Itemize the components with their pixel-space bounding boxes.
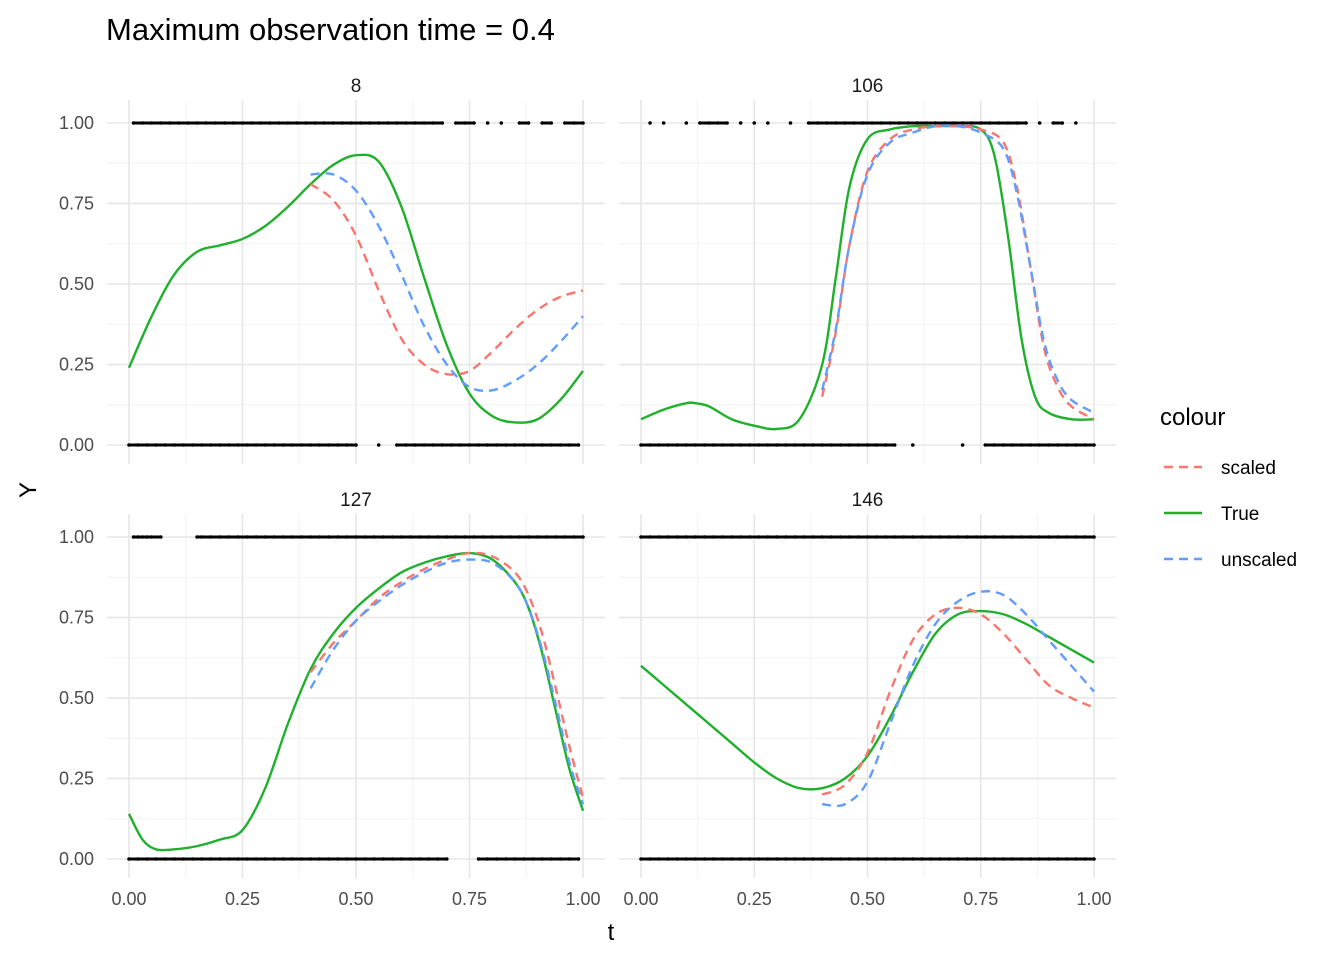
x-axis-title: t	[608, 919, 615, 946]
x-tick-label: 0.50	[850, 889, 885, 909]
facet-panel-146: 146 0.00 0.25 0.50 0.75 1.00	[619, 490, 1116, 909]
series-line-scaled	[821, 606, 1095, 796]
series-line-true	[127, 551, 585, 852]
y-tick-label: 0.00	[59, 435, 94, 455]
x-tick-label: 1.00	[1076, 889, 1111, 909]
x-tick-label: 1.00	[565, 889, 600, 909]
y-tick-label: 0.25	[59, 355, 94, 375]
observation-point-y1	[661, 121, 666, 125]
observation-point-y1	[648, 121, 652, 125]
observation-point-y1	[752, 121, 757, 125]
observation-point-y1	[1024, 121, 1028, 125]
y-tick-label: 0.50	[59, 688, 94, 708]
observation-point-y0	[576, 443, 581, 447]
observation-point-y1	[526, 121, 531, 125]
legend-title: colour	[1160, 404, 1225, 431]
facet-panel-8: 8 0.00 0.25 0.50 0.75 1.00	[59, 76, 605, 464]
series-line-unscaled	[821, 124, 1095, 414]
x-tick-label: 0.25	[225, 889, 260, 909]
y-tick-label: 1.00	[59, 113, 94, 133]
observation-point-y1	[440, 121, 445, 125]
observation-point-y0	[911, 443, 915, 447]
series-line-scaled	[309, 183, 584, 376]
observation-point-y1	[1092, 535, 1096, 539]
facet-label: 106	[852, 76, 884, 97]
y-tick-label: 0.00	[59, 849, 94, 869]
x-tick-label: 0.50	[338, 889, 373, 909]
series-line-true	[640, 124, 1095, 431]
observation-point-y1	[158, 535, 163, 539]
observation-point-y0	[960, 443, 965, 447]
y-tick-label: 0.50	[59, 274, 94, 294]
x-tick-label: 0.00	[111, 889, 146, 909]
observation-point-y1	[1060, 121, 1065, 125]
series-line-unscaled	[822, 590, 1095, 808]
observation-point-y1	[485, 121, 490, 125]
observation-point-y1	[738, 121, 743, 125]
facet-panel-127: 127 0.00 0.25 0.50 0.75 1.00 0.00 0.25 0.50 0.75 1…	[59, 490, 605, 909]
legend-label-true: True	[1221, 504, 1259, 525]
y-tick-label: 0.25	[59, 769, 94, 789]
observation-point-y1	[581, 121, 585, 125]
series-line-true	[127, 153, 584, 424]
y-tick-label: 0.75	[59, 608, 94, 628]
x-tick-label: 0.75	[963, 889, 998, 909]
series-line-scaled	[821, 124, 1095, 421]
observation-point-y1	[1037, 121, 1042, 125]
facet-label: 127	[340, 490, 372, 511]
legend-label-scaled: scaled	[1221, 458, 1276, 479]
facet-label: 8	[351, 76, 362, 97]
observation-point-y1	[788, 121, 793, 125]
facet-panels: 8 0.00 0.25 0.50 0.75 1.00 106 127 0.00 0.25 0.50 0…	[59, 76, 1116, 909]
observation-point-y1	[499, 121, 504, 125]
observation-point-y1	[684, 121, 689, 125]
facet-label: 146	[852, 490, 884, 511]
observation-point-y0	[1092, 443, 1096, 447]
observation-point-y0	[445, 857, 449, 861]
series-line-unscaled	[309, 558, 585, 805]
legend: colour scaled True unscaled	[1160, 404, 1297, 571]
observation-point-y0	[376, 443, 381, 447]
observation-point-y1	[725, 121, 729, 125]
y-tick-label: 0.75	[59, 194, 94, 214]
x-tick-label: 0.25	[737, 889, 772, 909]
x-tick-label: 0.00	[623, 889, 658, 909]
observation-point-y0	[354, 443, 358, 447]
observation-point-y1	[549, 121, 554, 125]
observation-point-y1	[472, 121, 476, 125]
y-axis-title: Y	[15, 482, 42, 498]
observation-point-y1	[766, 121, 770, 125]
observation-point-y1	[1074, 121, 1078, 125]
observation-point-y0	[892, 443, 897, 447]
legend-label-unscaled: unscaled	[1221, 550, 1297, 571]
observation-point-y0	[576, 857, 581, 861]
series-line-unscaled	[310, 172, 584, 393]
observation-point-y0	[1092, 857, 1096, 861]
facet-panel-106: 106	[619, 76, 1116, 464]
x-tick-label: 0.75	[452, 889, 487, 909]
observation-point-y1	[581, 535, 585, 539]
y-tick-label: 1.00	[59, 527, 94, 547]
series-line-true	[640, 609, 1095, 791]
chart-title: Maximum observation time = 0.4	[106, 12, 555, 47]
